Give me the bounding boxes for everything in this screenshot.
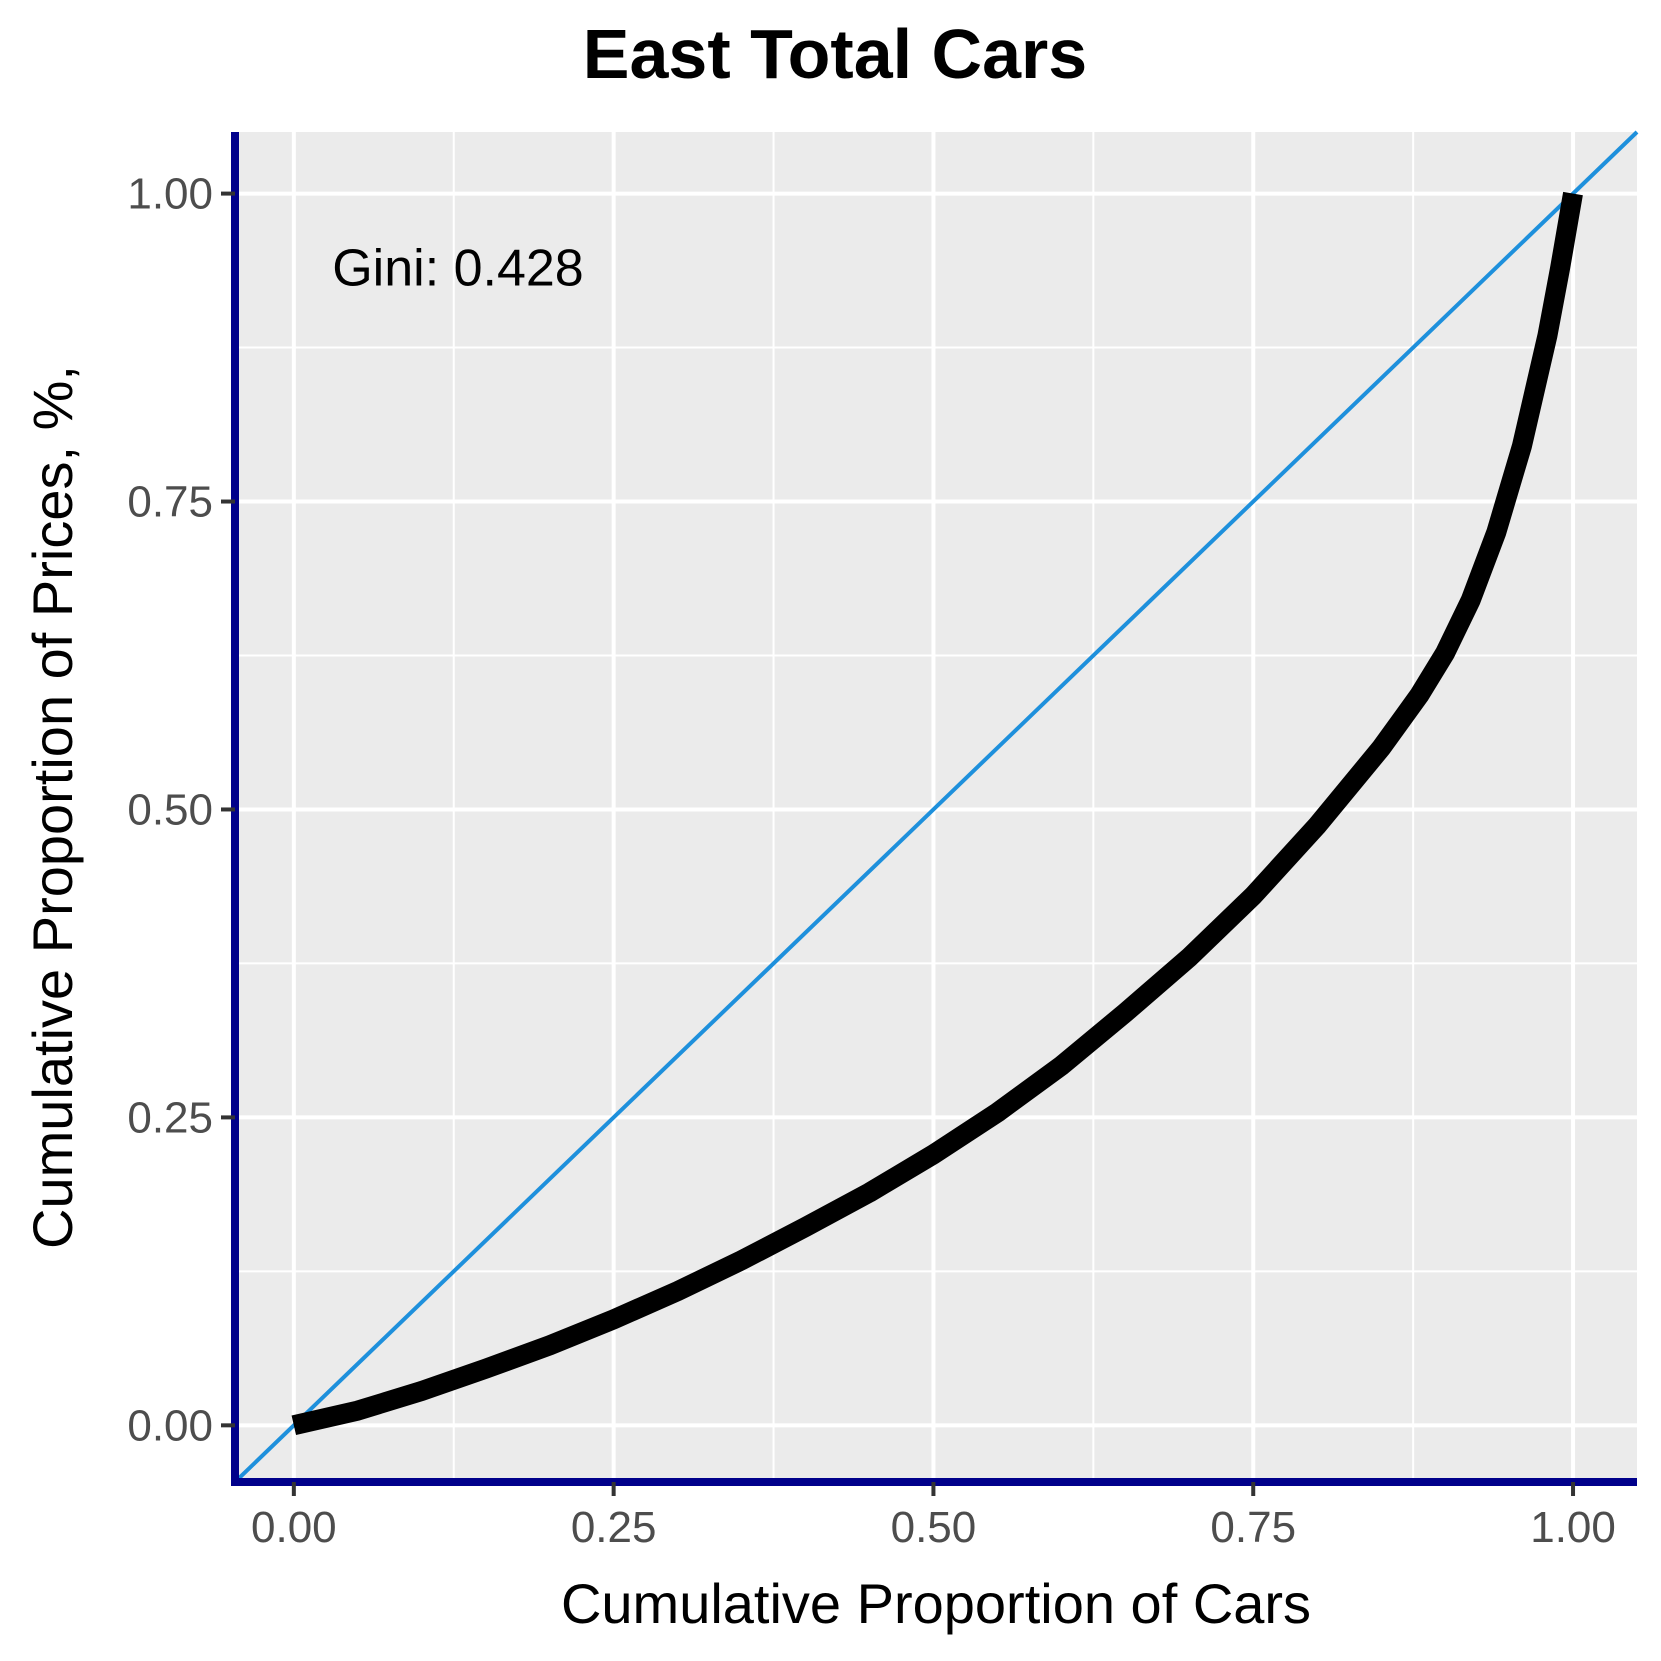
chart-title: East Total Cars bbox=[583, 15, 1087, 93]
x-tick-label: 0.50 bbox=[891, 1503, 977, 1552]
y-axis-ticks: 0.00 0.25 0.50 0.75 1.00 bbox=[127, 170, 235, 1450]
x-tick-label: 1.00 bbox=[1530, 1503, 1616, 1552]
y-tick-label: 0.25 bbox=[127, 1093, 213, 1142]
y-tick-label: 1.00 bbox=[127, 170, 213, 219]
x-axis-title: Cumulative Proportion of Cars bbox=[561, 1572, 1311, 1635]
x-tick-label: 0.25 bbox=[571, 1503, 657, 1552]
lorenz-curve bbox=[291, 191, 1583, 1436]
y-axis-title: Cumulative Proportion of Prices, %, bbox=[21, 365, 84, 1249]
y-tick-label: 0.75 bbox=[127, 478, 213, 527]
x-axis-ticks: 0.00 0.25 0.50 0.75 1.00 bbox=[251, 1482, 1616, 1552]
equality-line bbox=[233, 130, 1639, 1484]
series-layer bbox=[233, 130, 1639, 1484]
minor-gridlines bbox=[235, 132, 1637, 1482]
gini-annotation: Gini: 0.428 bbox=[332, 239, 584, 297]
y-tick-label: 0.50 bbox=[127, 785, 213, 834]
x-tick-label: 0.75 bbox=[1210, 1503, 1296, 1552]
x-tick-label: 0.00 bbox=[251, 1503, 337, 1552]
y-tick-label: 0.00 bbox=[127, 1401, 213, 1450]
